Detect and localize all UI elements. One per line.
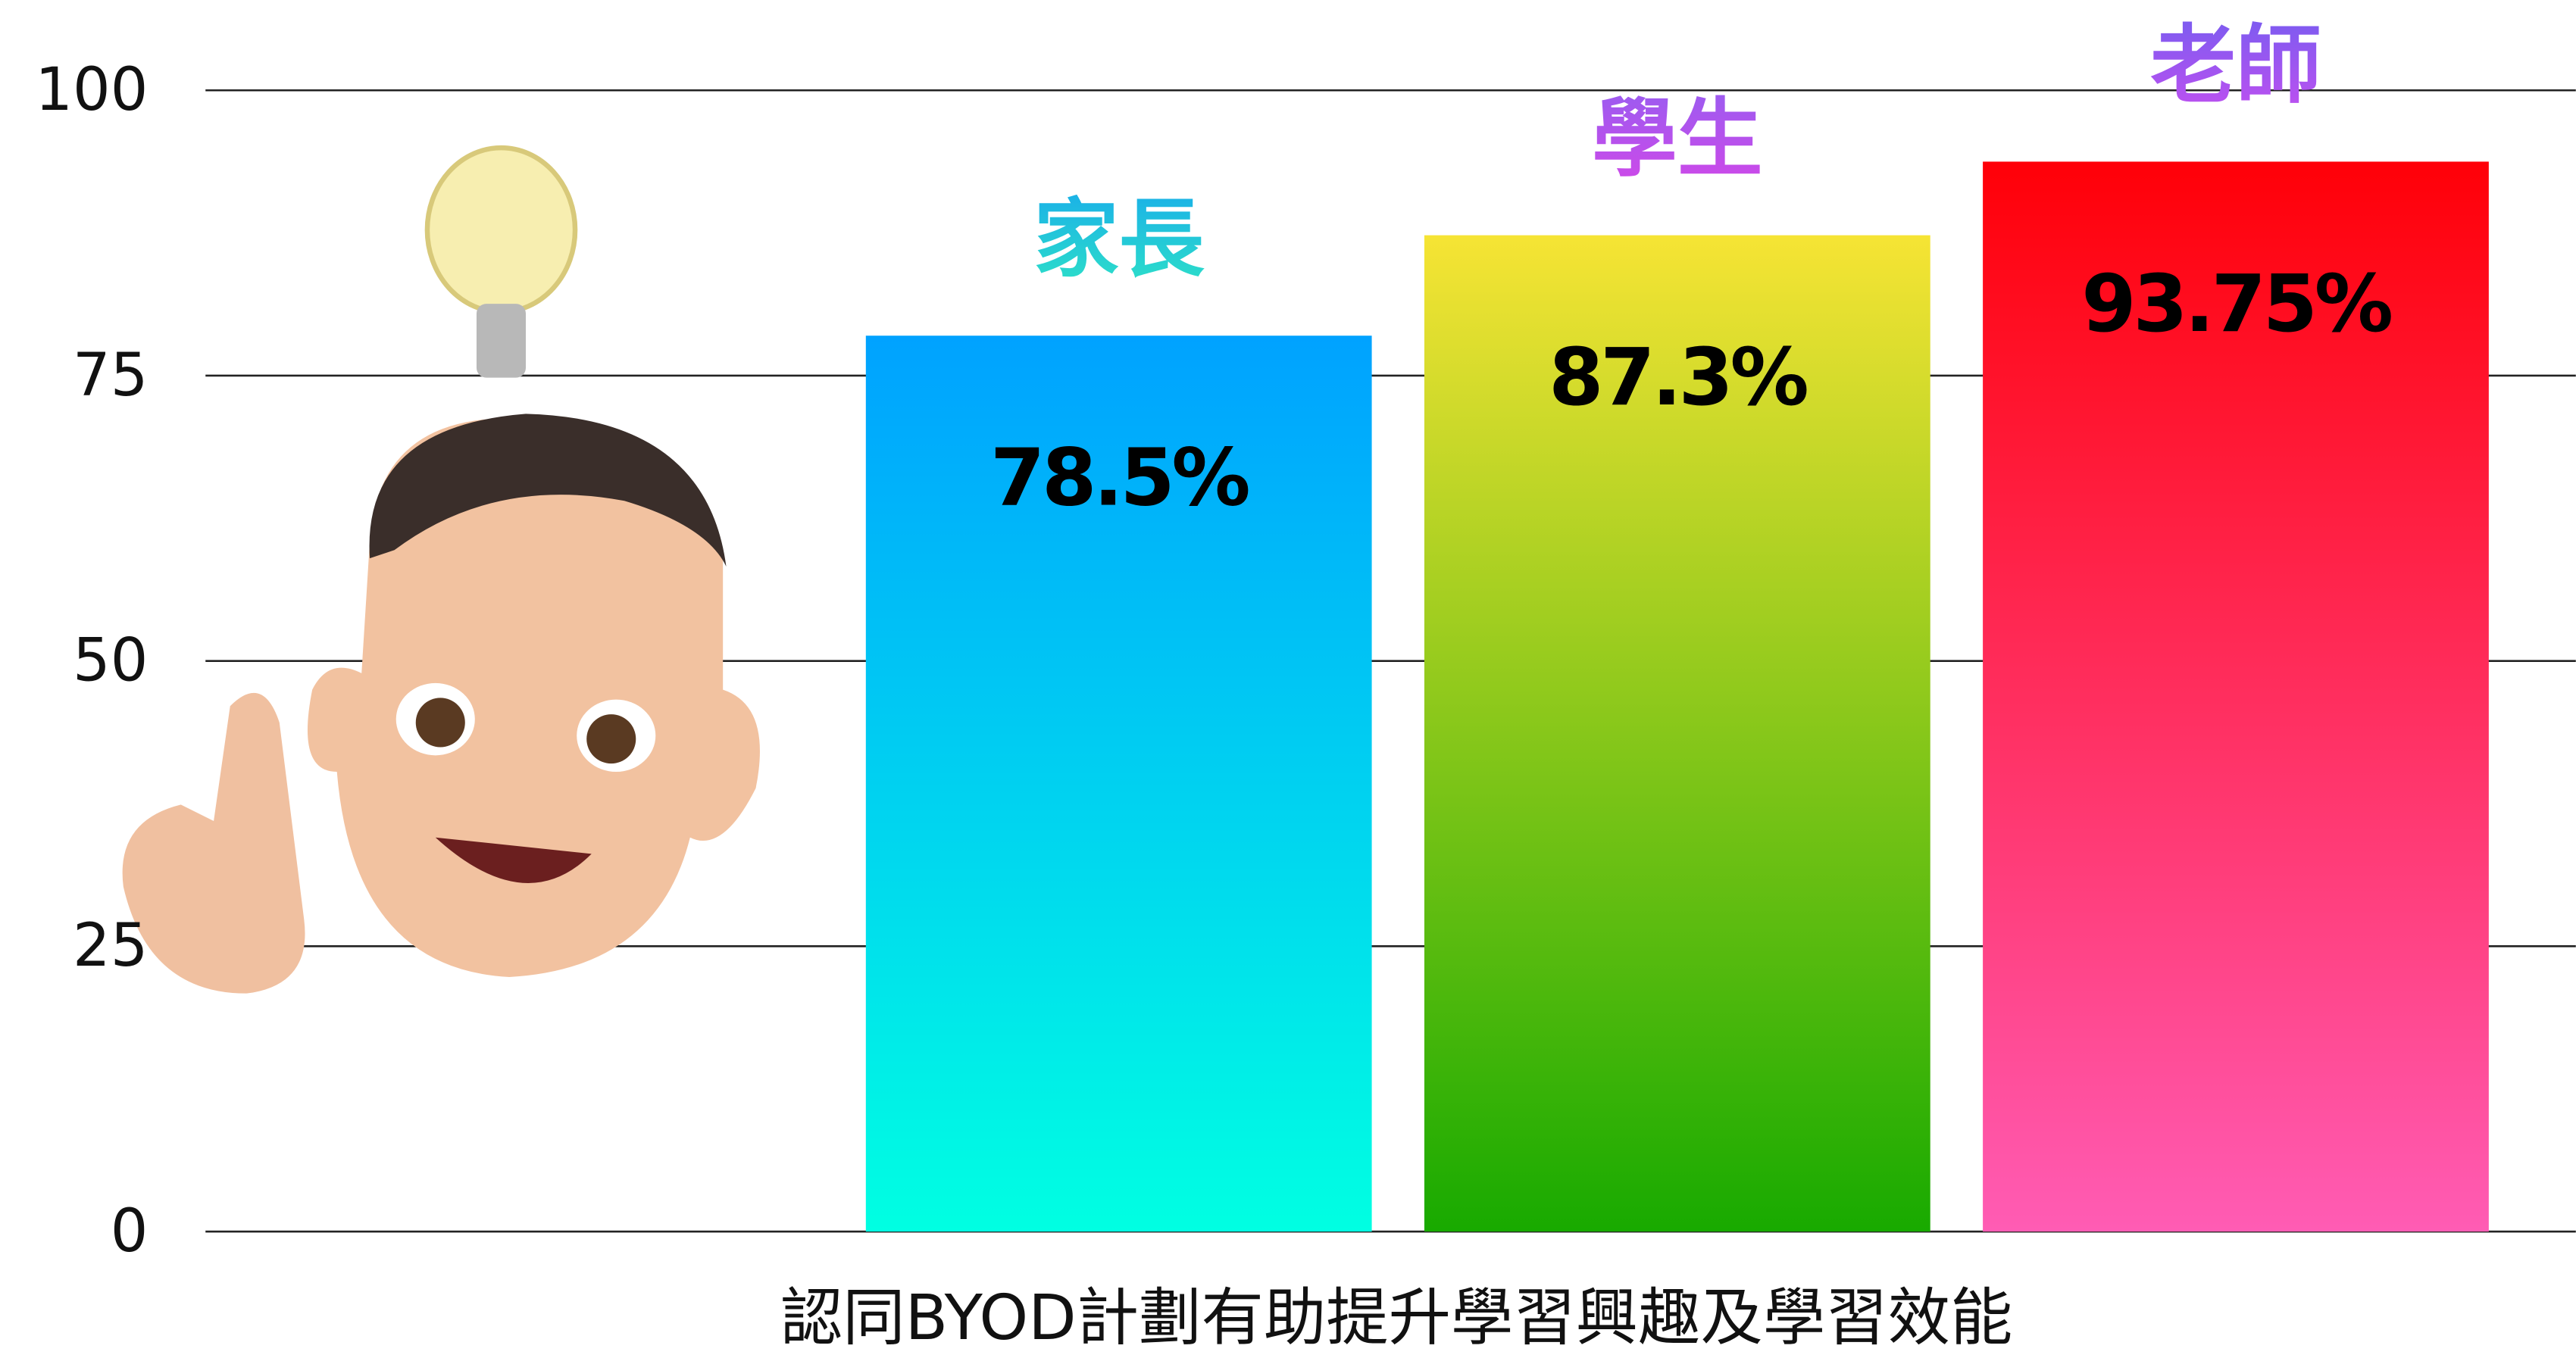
y-tick-label: 100 [35,56,148,124]
value-label: 93.75% [2081,258,2390,350]
memoji [123,148,760,994]
chart: 認同BYOD計劃有助提升學習興趣及學習效能 0 25 50 75 100 78.5% 家長 8… [0,0,2576,1358]
y-tick-label: 0 [111,1197,148,1266]
value-label: 78.5% [990,432,1248,524]
page: 認同BYOD計劃有助提升學習興趣及學習效能 0 25 50 75 100 78.5% 家長 8… [0,0,2576,1358]
y-tick-label: 25 [73,912,148,980]
category-label: 老師 [2150,15,2321,115]
y-tick-label: 75 [73,342,148,410]
value-label: 87.3% [1549,331,1806,423]
category-label: 學生 [1592,89,1762,189]
y-tick-label: 50 [73,626,148,695]
category-label: 家長 [1033,189,1205,289]
x-axis-label: 認同BYOD計劃有助提升學習興趣及學習效能 [780,1282,2012,1354]
